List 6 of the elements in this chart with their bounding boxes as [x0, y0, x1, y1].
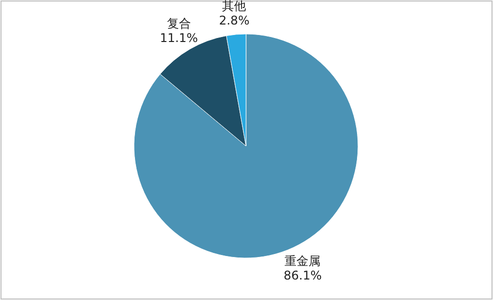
slice-label: 其他 [222, 0, 246, 14]
data-label: 86.1% [284, 268, 322, 282]
slice-label: 复合 [166, 16, 191, 31]
data-label: 2.8% [218, 14, 250, 28]
data-label: 11.1% [160, 31, 198, 46]
slice-label: 重金属 [284, 254, 321, 268]
